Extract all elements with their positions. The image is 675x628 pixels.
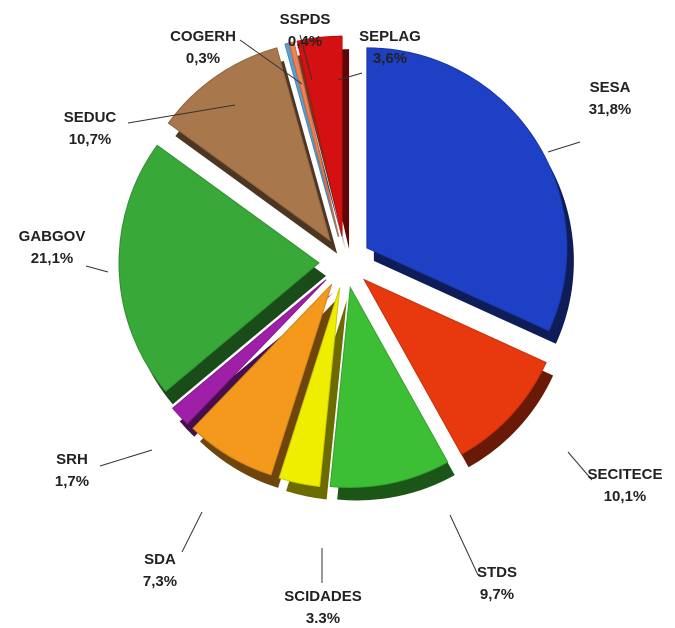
leader-line	[99, 449, 153, 467]
leader-line	[337, 72, 363, 81]
slice	[366, 47, 568, 332]
slice-value: 9,7%	[480, 586, 514, 603]
slice-value: 1,7%	[55, 473, 89, 490]
slice-name: SESA	[590, 79, 631, 96]
slice	[278, 287, 341, 487]
slice-name: SEDUC	[64, 109, 117, 126]
leader-line	[299, 34, 313, 81]
slice-name: SDA	[144, 551, 176, 568]
slice	[167, 47, 332, 242]
slice-name: SEPLAG	[359, 28, 421, 45]
leader-line	[181, 511, 203, 553]
slice-value: 31,8%	[589, 101, 632, 118]
slice	[288, 41, 340, 237]
slice	[284, 42, 339, 238]
slice-name: SSPDS	[280, 11, 331, 28]
slice-value: 0,3%	[186, 50, 220, 67]
slice-value: 3,6%	[373, 50, 407, 67]
slice	[171, 279, 327, 425]
leader-line	[127, 104, 236, 124]
slice	[296, 35, 343, 237]
slice-value: 10,1%	[604, 488, 647, 505]
leader-line	[449, 514, 479, 576]
slice-name: SRH	[56, 451, 88, 468]
slice	[192, 283, 333, 476]
slice-value: 21,1%	[31, 250, 74, 267]
slice-value: 3.3%	[306, 610, 340, 627]
slice	[118, 144, 320, 393]
slice-name: SCIDADES	[284, 588, 362, 605]
leader-line	[547, 141, 581, 153]
slice	[329, 285, 449, 488]
slice-value: 0,4%	[288, 33, 322, 50]
leader-line	[85, 265, 109, 273]
slice-name: COGERH	[170, 28, 236, 45]
slice-name: STDS	[477, 564, 517, 581]
slice-value: 7,3%	[143, 573, 177, 590]
leader-line	[239, 39, 303, 85]
slice	[362, 278, 547, 455]
leader-line	[567, 451, 593, 481]
slice-value: 10,7%	[69, 131, 112, 148]
slice-name: GABGOV	[19, 228, 86, 245]
slice-name: SECITECE	[587, 466, 662, 483]
